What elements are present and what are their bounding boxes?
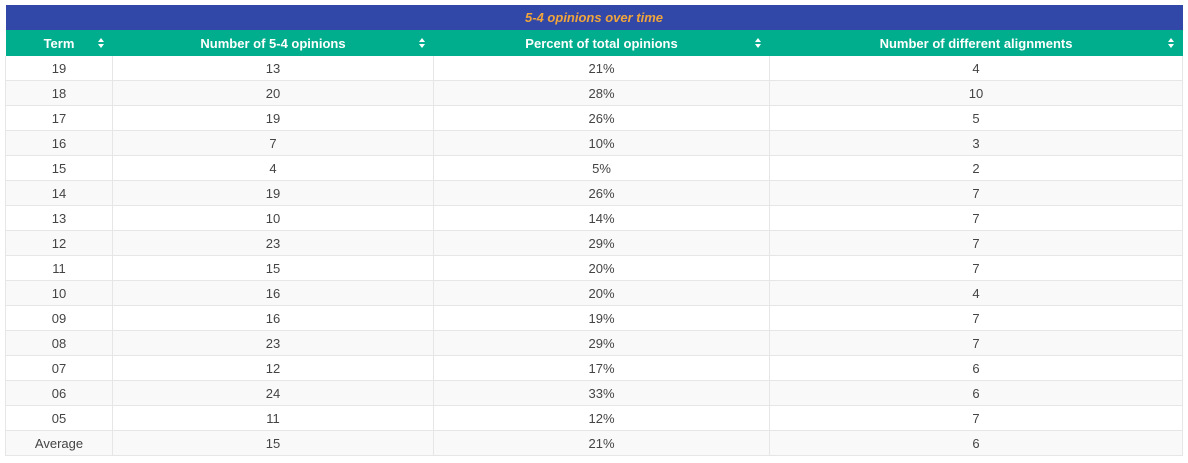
table-row: 05 11 12% 7 bbox=[5, 405, 1184, 431]
table-cell: 13 bbox=[112, 56, 434, 81]
table-cell: 4 bbox=[769, 56, 1184, 81]
table-row: 15 4 5% 2 bbox=[5, 155, 1184, 181]
table-cell: 11 bbox=[5, 255, 113, 281]
table-cell: 17% bbox=[433, 355, 770, 381]
table-cell: 20% bbox=[433, 280, 770, 306]
table-cell: 18 bbox=[5, 80, 113, 106]
sort-icon[interactable] bbox=[754, 38, 762, 48]
table-cell: 26% bbox=[433, 105, 770, 131]
table-cell: 17 bbox=[5, 105, 113, 131]
column-header-label: Number of different alignments bbox=[879, 35, 1073, 51]
table-cell: 6 bbox=[769, 355, 1184, 381]
table-cell: 4 bbox=[112, 155, 434, 181]
table-cell: Average bbox=[5, 430, 113, 456]
table-cell: 07 bbox=[5, 355, 113, 381]
table-cell: 12% bbox=[433, 405, 770, 431]
table-row: Average 15 21% 6 bbox=[5, 430, 1184, 456]
table-cell: 7 bbox=[769, 330, 1184, 356]
table-cell: 12 bbox=[5, 230, 113, 256]
column-header-term[interactable]: Term bbox=[5, 30, 113, 56]
table-cell: 7 bbox=[769, 180, 1184, 206]
table-title: 5-4 opinions over time bbox=[5, 5, 1183, 30]
sort-icon[interactable] bbox=[418, 38, 426, 48]
table-cell: 13 bbox=[5, 205, 113, 231]
table-cell: 16 bbox=[112, 280, 434, 306]
table-cell: 05 bbox=[5, 405, 113, 431]
table-row: 10 16 20% 4 bbox=[5, 280, 1184, 306]
table-cell: 10 bbox=[769, 80, 1184, 106]
column-header-label: Percent of total opinions bbox=[525, 35, 678, 51]
table-cell: 4 bbox=[769, 280, 1184, 306]
table-cell: 15 bbox=[112, 255, 434, 281]
table-row: 11 15 20% 7 bbox=[5, 255, 1184, 281]
table-row: 16 7 10% 3 bbox=[5, 130, 1184, 156]
table-row: 09 16 19% 7 bbox=[5, 305, 1184, 331]
sort-icon[interactable] bbox=[97, 38, 105, 48]
table-cell: 2 bbox=[769, 155, 1184, 181]
table-cell: 19 bbox=[112, 180, 434, 206]
table-cell: 10 bbox=[5, 280, 113, 306]
table-title-row: 5-4 opinions over time bbox=[5, 5, 1183, 30]
table-cell: 15 bbox=[112, 430, 434, 456]
table-cell: 08 bbox=[5, 330, 113, 356]
table-cell: 33% bbox=[433, 380, 770, 406]
table-cell: 7 bbox=[769, 255, 1184, 281]
column-header-label: Number of 5-4 opinions bbox=[200, 35, 346, 51]
table-row: 08 23 29% 7 bbox=[5, 330, 1184, 356]
table-cell: 6 bbox=[769, 380, 1184, 406]
table-cell: 5% bbox=[433, 155, 770, 181]
table-cell: 10% bbox=[433, 130, 770, 156]
table-row: 12 23 29% 7 bbox=[5, 230, 1184, 256]
column-header-number-of-different-alignments[interactable]: Number of different alignments bbox=[769, 30, 1183, 56]
table-cell: 09 bbox=[5, 305, 113, 331]
table-cell: 20 bbox=[112, 80, 434, 106]
table-cell: 7 bbox=[769, 230, 1184, 256]
table-cell: 20% bbox=[433, 255, 770, 281]
column-header-label: Term bbox=[43, 35, 75, 51]
table-cell: 12 bbox=[112, 355, 434, 381]
table-cell: 23 bbox=[112, 230, 434, 256]
table-cell: 21% bbox=[433, 430, 770, 456]
table-cell: 7 bbox=[769, 405, 1184, 431]
column-header-number-of-5-4-opinions[interactable]: Number of 5-4 opinions bbox=[112, 30, 434, 56]
table-row: 14 19 26% 7 bbox=[5, 180, 1184, 206]
table-cell: 7 bbox=[769, 305, 1184, 331]
table-row: 18 20 28% 10 bbox=[5, 80, 1184, 106]
table-cell: 7 bbox=[112, 130, 434, 156]
table-cell: 19% bbox=[433, 305, 770, 331]
table-cell: 5 bbox=[769, 105, 1184, 131]
table-cell: 29% bbox=[433, 330, 770, 356]
table-cell: 6 bbox=[769, 430, 1184, 456]
sort-icon[interactable] bbox=[1167, 38, 1175, 48]
table-row: 19 13 21% 4 bbox=[5, 56, 1184, 81]
table-cell: 11 bbox=[112, 405, 434, 431]
table-cell: 23 bbox=[112, 330, 434, 356]
table-cell: 3 bbox=[769, 130, 1184, 156]
table-cell: 16 bbox=[112, 305, 434, 331]
table-container: 5-4 opinions over time Term Number of 5-… bbox=[5, 5, 1184, 456]
table-cell: 14% bbox=[433, 205, 770, 231]
table-row: 17 19 26% 5 bbox=[5, 105, 1184, 131]
table-cell: 24 bbox=[112, 380, 434, 406]
table-row: 06 24 33% 6 bbox=[5, 380, 1184, 406]
table-cell: 7 bbox=[769, 205, 1184, 231]
table-cell: 28% bbox=[433, 80, 770, 106]
table-cell: 19 bbox=[112, 105, 434, 131]
table-row: 13 10 14% 7 bbox=[5, 205, 1184, 231]
column-header-percent-of-total-opinions[interactable]: Percent of total opinions bbox=[433, 30, 770, 56]
table-cell: 21% bbox=[433, 56, 770, 81]
opinions-table: 5-4 opinions over time Term Number of 5-… bbox=[5, 5, 1184, 456]
table-header-row: Term Number of 5-4 opinions Percent of t… bbox=[5, 30, 1183, 56]
table-cell: 15 bbox=[5, 155, 113, 181]
table-cell: 16 bbox=[5, 130, 113, 156]
table-body: 19 13 21% 4 18 20 28% 10 17 19 26% 5 16 7 10% 3 15 4 5% 2 14… bbox=[5, 56, 1184, 456]
table-cell: 19 bbox=[5, 56, 113, 81]
table-cell: 06 bbox=[5, 380, 113, 406]
table-cell: 26% bbox=[433, 180, 770, 206]
table-cell: 14 bbox=[5, 180, 113, 206]
table-row: 07 12 17% 6 bbox=[5, 355, 1184, 381]
table-cell: 29% bbox=[433, 230, 770, 256]
table-cell: 10 bbox=[112, 205, 434, 231]
